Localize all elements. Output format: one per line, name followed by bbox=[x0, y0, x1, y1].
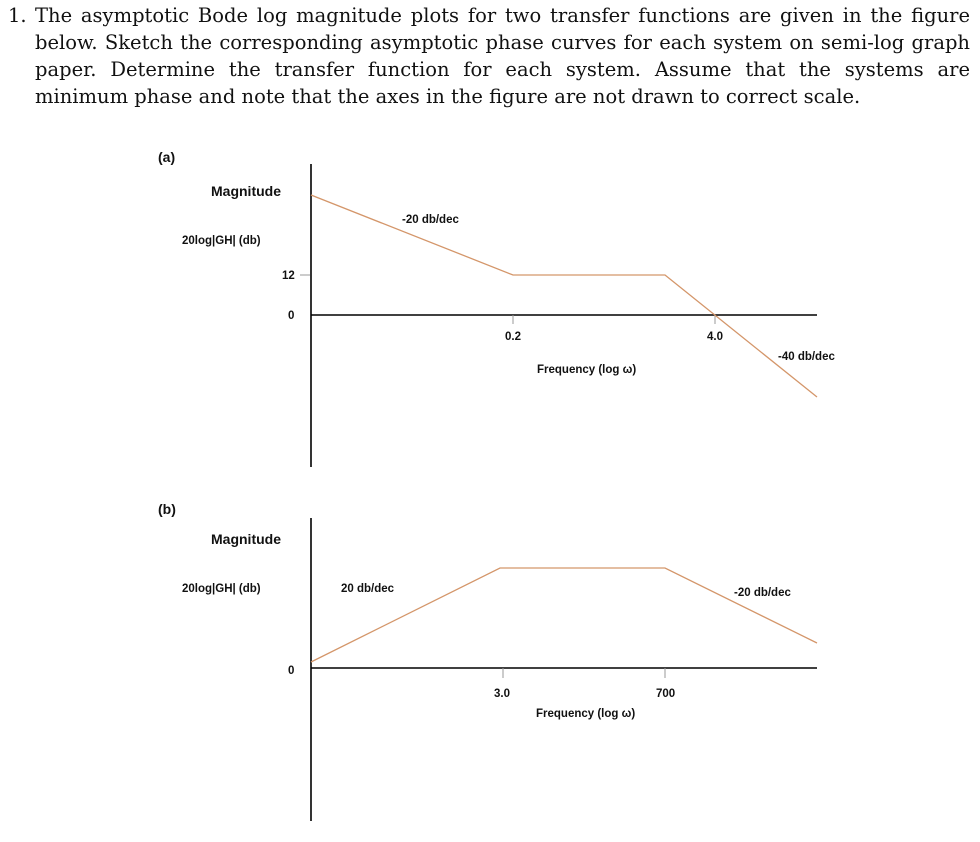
figure-a-y-title: Magnitude bbox=[211, 183, 281, 199]
figure-b-y-unit: 20log|GH| (db) bbox=[182, 583, 261, 595]
figure-b-slope-1: 20 db/dec bbox=[341, 583, 395, 595]
figure-b-label: (b) bbox=[158, 501, 176, 517]
problem-number: 1. bbox=[8, 4, 27, 27]
figure-b-y-title: Magnitude bbox=[211, 531, 281, 547]
problem-statement: 1. The asymptotic Bode log magnitude plo… bbox=[8, 2, 970, 110]
figure-a-x-tick-label-2: 4.0 bbox=[707, 331, 723, 343]
figure-a-x-tick-label-1: 0.2 bbox=[505, 331, 521, 343]
figure-a-x-title: Frequency (log ω) bbox=[537, 364, 636, 376]
figure-a-y-tick-0: 0 bbox=[288, 310, 294, 322]
figure-b: (b) Magnitude 20log|GH| (db) 0 3.0 700 F… bbox=[158, 501, 818, 821]
figure-b-x-tick-label-1: 3.0 bbox=[494, 688, 510, 700]
figure-a-slope-2: -40 db/dec bbox=[778, 351, 835, 363]
figure-a-label: (a) bbox=[158, 149, 175, 165]
figure-b-magnitude-curve bbox=[310, 567, 818, 663]
figure-a-slope-1: -20 db/dec bbox=[402, 214, 459, 226]
figure-a-magnitude-curve bbox=[310, 194, 818, 398]
figure-b-y-tick-0: 0 bbox=[288, 665, 294, 677]
figure-b-x-tick-label-2: 700 bbox=[656, 688, 675, 700]
figure-b-x-title: Frequency (log ω) bbox=[536, 708, 635, 720]
figure-a: (a) Magnitude 20log|GH| (db) 12 0 0.2 4.… bbox=[158, 149, 835, 467]
figure-b-slope-2: -20 db/dec bbox=[734, 587, 791, 599]
figure-a-y-unit: 20log|GH| (db) bbox=[182, 235, 261, 247]
figure-a-y-tick-12: 12 bbox=[282, 270, 295, 282]
problem-text: The asymptotic Bode log magnitude plots … bbox=[35, 4, 970, 108]
